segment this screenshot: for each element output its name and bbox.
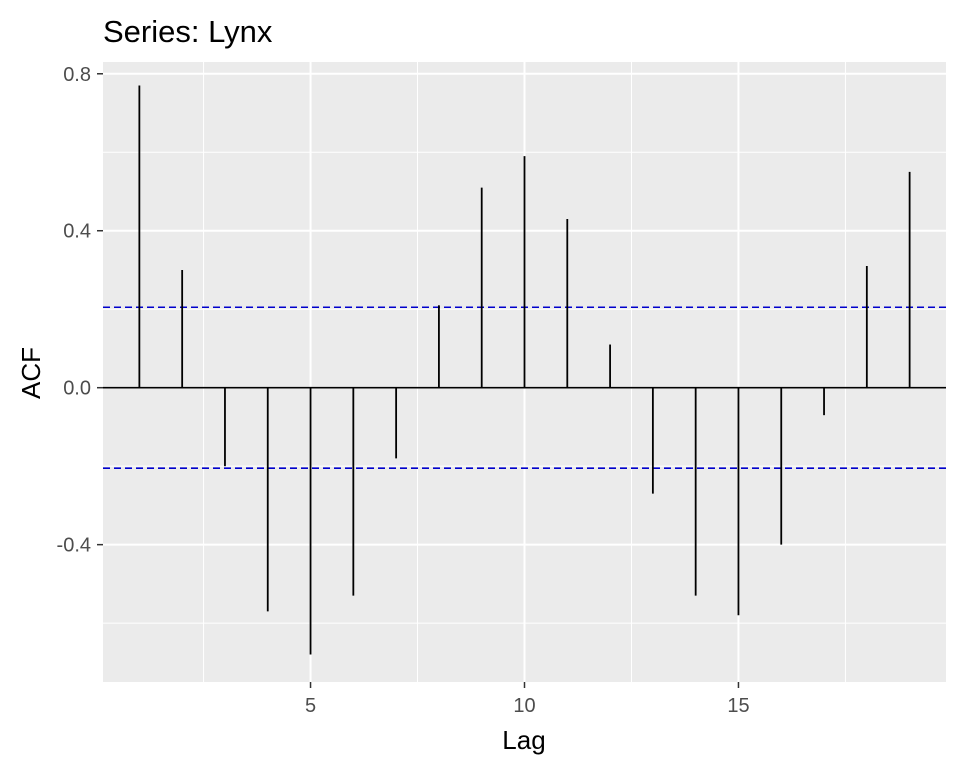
x-axis-title: Lag [502,725,545,755]
y-tick-label: 0.0 [63,378,91,400]
y-tick-label: -0.4 [57,535,91,557]
x-tick-label: 10 [513,695,535,717]
y-axis-ticks: -0.4 0.0 0.4 0.8 [57,64,103,557]
y-tick-label: 0.8 [63,64,91,86]
y-axis-title: ACF [16,347,46,399]
chart-title: Series: Lynx [103,14,273,49]
y-tick-label: 0.4 [63,221,91,243]
x-axis-ticks: 5 10 15 [305,682,750,717]
x-tick-label: 15 [727,695,749,717]
acf-bars [138,85,911,655]
x-tick-label: 5 [305,695,316,717]
